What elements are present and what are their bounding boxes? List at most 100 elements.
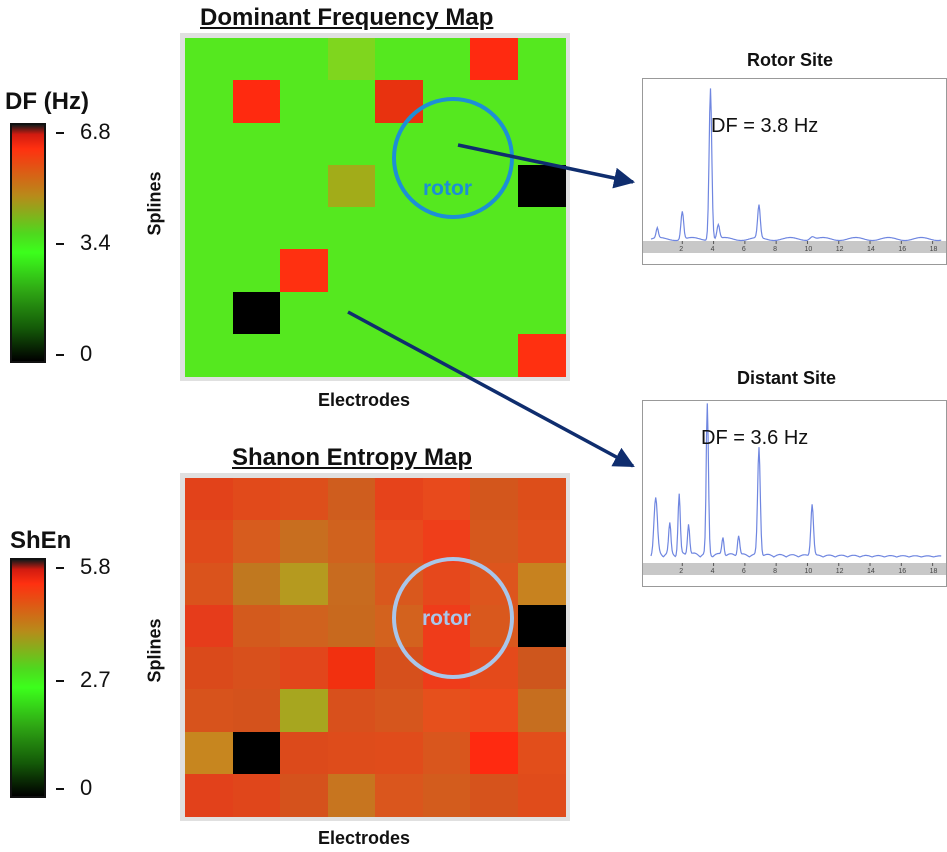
df-map-cell (185, 80, 233, 124)
spectrum-tick-label: 8 (773, 568, 777, 575)
spectrum-tick-label: 2 (679, 568, 683, 575)
df-map-cell (375, 38, 423, 81)
rotor-df-label: DF = 3.8 Hz (711, 115, 819, 137)
spectrum-line (650, 88, 942, 242)
spectrum-tick-label: 12 (836, 246, 844, 253)
shen-map-title: Shanon Entropy Map (232, 444, 472, 471)
df-map-cell (232, 249, 281, 293)
df-map-cell (327, 207, 376, 250)
shen-map-cell (375, 647, 423, 690)
df-map-cell (327, 333, 376, 377)
shen-map-cell (327, 731, 376, 775)
df-map-cell (280, 122, 328, 166)
df-colorbar-tick-bottom (56, 354, 64, 356)
shen-map-cell (470, 520, 518, 564)
shen-map-cell (327, 689, 376, 733)
shen-map-cell (422, 562, 471, 606)
shen-map-cell (470, 731, 518, 775)
shen-map-cell (232, 478, 281, 521)
df-map-cell (280, 333, 328, 377)
shen-map-cell (185, 647, 233, 690)
shen-map-cell (470, 604, 518, 648)
df-map-grid (185, 38, 566, 377)
df-map-cell (375, 80, 423, 124)
spectrum-tick-label: 14 (867, 246, 875, 253)
df-map-cell (517, 333, 566, 377)
df-map-cell (232, 164, 281, 208)
df-map-cell (375, 207, 423, 250)
df-map-cell (422, 333, 471, 377)
spectrum-tick-label: 18 (930, 246, 938, 253)
shen-map-cell (375, 604, 423, 648)
df-map-cell (185, 291, 233, 335)
df-map-cell (422, 249, 471, 293)
df-map-cell (375, 291, 423, 335)
shen-map-cell (470, 773, 518, 817)
distant-df-label: DF = 3.6 Hz (701, 427, 809, 449)
df-map-cell (470, 333, 518, 377)
shen-map-xlabel: Electrodes (318, 828, 411, 848)
spectrum-tick-label: 16 (898, 568, 906, 575)
shen-map-cell (232, 520, 281, 564)
shen-map-cell (185, 562, 233, 606)
df-map-ylabel: Splines (144, 171, 165, 236)
spectrum-tick-label: 10 (804, 568, 812, 575)
shen-map-cell (517, 604, 566, 648)
spectrum-tick-label: 12 (836, 568, 844, 575)
spectrum-tick-label: 10 (804, 246, 812, 253)
df-map-cell (470, 38, 518, 81)
df-map-cell (375, 122, 423, 166)
shen-map-cell (185, 478, 233, 521)
shen-map-cell (232, 647, 281, 690)
shen-map-cell (327, 773, 376, 817)
shen-map-cell (232, 731, 281, 775)
df-map (180, 33, 570, 381)
df-map-cell (375, 333, 423, 377)
shen-colorbar-tick-top (56, 567, 64, 569)
shen-map-cell (280, 647, 328, 690)
spectrum-tick-label: 2 (679, 246, 683, 253)
shen-map-cell (375, 689, 423, 733)
spectrum-tick-label: 4 (711, 246, 715, 253)
df-colorbar-tick-label: 6.8 (80, 119, 111, 144)
df-map-cell (232, 80, 281, 124)
df-map-cell (470, 164, 518, 208)
shen-map-cell (280, 773, 328, 817)
df-colorbar-tick-label: 0 (80, 341, 93, 366)
df-map-cell (422, 38, 471, 81)
shen-map-cell (470, 689, 518, 733)
df-map-cell (470, 80, 518, 124)
df-map-cell (422, 80, 471, 124)
shen-map-cell (517, 520, 566, 564)
df-map-cell (327, 291, 376, 335)
spectrum-tick-label: 6 (742, 568, 746, 575)
spectrum-tick-label: 8 (773, 246, 777, 253)
shen-map-cell (280, 689, 328, 733)
df-map-cell (327, 122, 376, 166)
df-map-cell (470, 122, 518, 166)
shen-map-cell (280, 520, 328, 564)
shen-map-cell (375, 731, 423, 775)
shen-map-cell (327, 562, 376, 606)
df-map-cell (280, 164, 328, 208)
df-map-cell (517, 249, 566, 293)
df-map-cell (185, 38, 233, 81)
df-map-cell (375, 249, 423, 293)
distant-site-spectrum: 2 4 6 8 10 12 14 16 18 DF = 3.6 Hz (642, 400, 947, 587)
shen-map (180, 473, 570, 821)
df-map-cell (185, 122, 233, 166)
shen-map-cell (185, 604, 233, 648)
shen-map-cell (327, 478, 376, 521)
spectrum-tick-label: 14 (867, 568, 875, 575)
shen-map-cell (517, 773, 566, 817)
df-map-cell (470, 249, 518, 293)
shen-colorbar-tick-bottom (56, 788, 64, 790)
shen-colorbar-tick-mid (56, 680, 64, 682)
shen-map-cell (280, 731, 328, 775)
df-colorbar (10, 123, 46, 363)
df-colorbar-tick-label: 3.4 (80, 230, 111, 255)
df-map-cell (422, 207, 471, 250)
shen-map-cell (517, 731, 566, 775)
shen-map-ylabel: Splines (144, 618, 165, 683)
shen-map-cell (375, 773, 423, 817)
